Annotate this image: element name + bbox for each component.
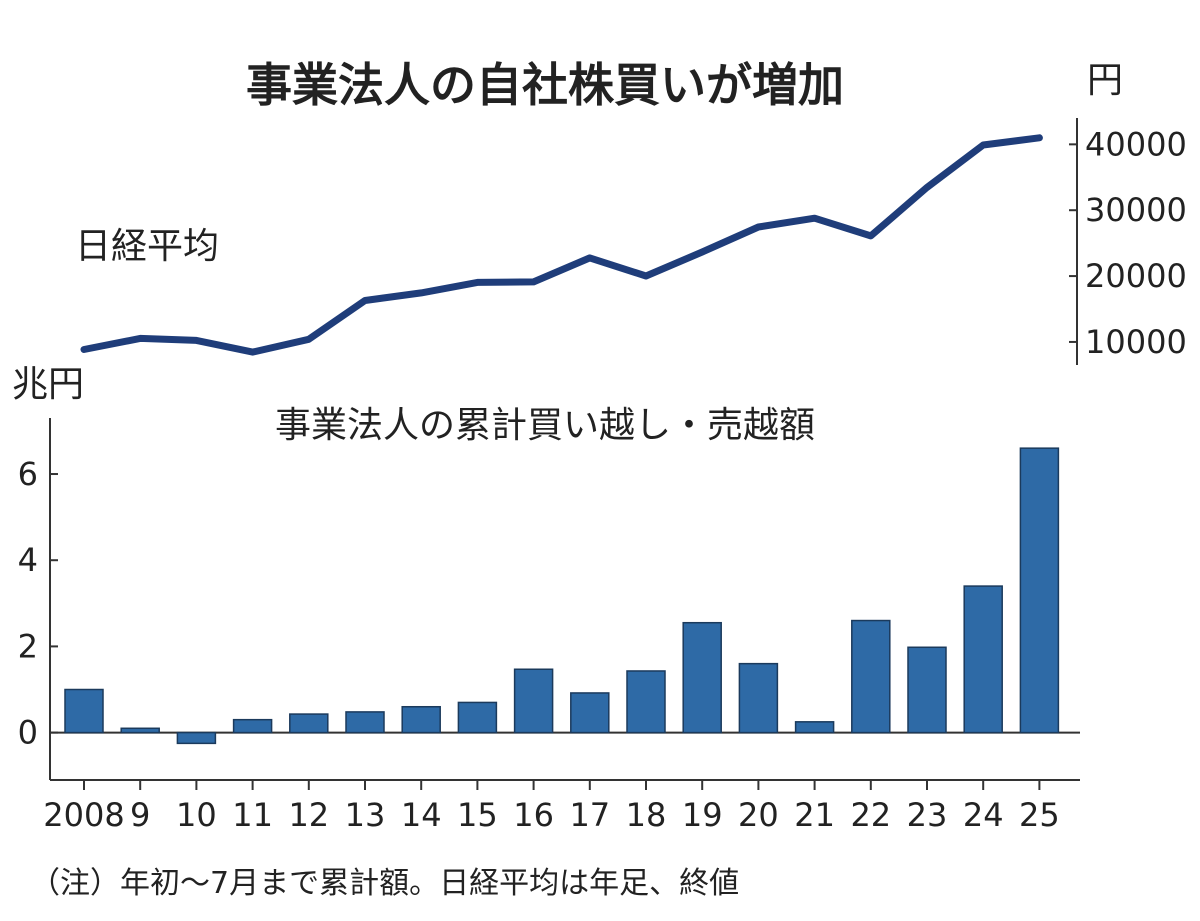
x-tick-label: 9 [130, 796, 150, 834]
line-y-tick-label: 10000 [1085, 323, 1187, 361]
x-tick-label: 20 [738, 796, 779, 834]
bar [963, 585, 1003, 734]
x-tick-label: 21 [794, 796, 835, 834]
bar [682, 621, 722, 734]
x-tick-label: 16 [513, 796, 554, 834]
bar-y-unit: 兆円 [12, 364, 84, 405]
x-ticks: 2008 9 10 11 12 13 14 15 16 17 18 19 20 21 22 23 24 25 [43, 780, 1060, 834]
bar [626, 670, 666, 734]
bar [120, 727, 160, 734]
bar-chart-title: 事業法人の累計買い越し・売越額 [275, 405, 815, 446]
bar [907, 646, 947, 734]
x-tick-label: 10 [176, 796, 217, 834]
line-y-tick-label: 20000 [1085, 257, 1187, 295]
line-y-tick-label: 40000 [1085, 125, 1187, 163]
x-tick-label: 12 [288, 796, 329, 834]
x-tick-label: 2008 [43, 796, 124, 834]
x-tick-label: 11 [232, 796, 273, 834]
bar [794, 721, 835, 734]
x-tick-label: 24 [963, 796, 1004, 834]
bar [64, 688, 104, 734]
bars [64, 447, 1060, 745]
line-y-ticks: 10000 20000 30000 40000 [1069, 125, 1187, 361]
footnote: （注）年初～7月まで累計額。日経平均は年足、終値 [30, 866, 739, 901]
bar [738, 662, 779, 734]
bar [851, 619, 891, 734]
bar [176, 731, 217, 745]
bar-y-tick-label: 2 [18, 627, 38, 665]
nikkei-line [80, 134, 1043, 356]
x-tick-label: 19 [682, 796, 723, 834]
bar [1019, 447, 1060, 734]
x-tick-label: 17 [569, 796, 610, 834]
x-tick-label: 23 [907, 796, 948, 834]
x-tick-label: 15 [457, 796, 498, 834]
bar [401, 705, 441, 734]
bar [513, 668, 554, 734]
bar [457, 701, 498, 734]
line-y-tick-label: 30000 [1085, 191, 1187, 229]
x-tick-label: 18 [626, 796, 667, 834]
x-tick-label: 13 [345, 796, 386, 834]
bar [289, 713, 329, 734]
bar [232, 718, 273, 734]
chart-title: 事業法人の自社株買いが増加 [246, 58, 844, 112]
bar-y-tick-label: 4 [18, 541, 38, 579]
bar [570, 692, 610, 734]
x-tick-label: 22 [850, 796, 891, 834]
line-series-label: 日経平均 [75, 226, 219, 267]
bar-y-tick-label: 0 [18, 714, 38, 752]
bar [345, 711, 385, 734]
bar-y-tick-label: 6 [18, 455, 38, 493]
x-tick-label: 25 [1019, 796, 1060, 834]
x-tick-label: 14 [401, 796, 442, 834]
line-y-unit: 円 [1087, 60, 1123, 101]
